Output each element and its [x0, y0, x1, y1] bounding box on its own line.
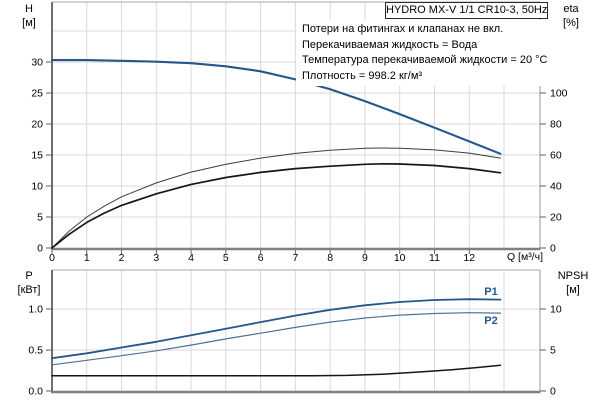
left-tick-label: 1.0	[28, 304, 43, 316]
x-tick-label: 10	[394, 252, 406, 264]
x-tick-label: 2	[119, 252, 125, 264]
right-tick-label: 100	[550, 88, 568, 100]
head-axis-label: H [м]	[15, 2, 43, 30]
left-tick-label: 0	[37, 243, 43, 255]
left-tick-label: 30	[31, 57, 43, 69]
npsh-axis-label: NPSH [м]	[549, 269, 597, 297]
left-tick-label: 0.5	[28, 345, 43, 357]
left-tick-label: 15	[31, 150, 43, 162]
right-tick-label: 10	[550, 304, 562, 316]
npsh-axis-unit: [м]	[566, 284, 580, 296]
p2-curve-label: P2	[484, 315, 498, 327]
head-axis-unit: [м]	[22, 17, 36, 29]
annotation-line: Температура перекачиваемой жидкости = 20…	[302, 54, 548, 66]
power-axis-name: P	[25, 270, 33, 282]
x-tick-label: 5	[223, 252, 229, 264]
x-tick-label: 11	[429, 252, 440, 264]
x-tick-label: 12	[463, 252, 475, 264]
eta-axis-label: eta [%]	[553, 2, 589, 30]
eta-axis-name: eta	[563, 3, 579, 15]
x-tick-label: 4	[188, 252, 194, 264]
x-tick-label: 6	[258, 252, 264, 264]
P1-curve	[51, 298, 502, 360]
eta-pump-curve	[51, 147, 501, 249]
x-tick-label: 0	[49, 252, 55, 264]
right-tick-label: 5	[550, 345, 556, 357]
right-tick-label: 40	[550, 181, 562, 193]
left-tick-label: 5	[37, 212, 43, 224]
head-axis-name: H	[25, 3, 33, 15]
left-tick-label: 25	[31, 88, 43, 100]
right-tick-label: 20	[550, 212, 562, 224]
left-tick-label: 0.0	[28, 386, 43, 398]
right-tick-label: 0	[550, 386, 556, 398]
annotation-line: Потери на фитингах и клапанах не вкл.	[302, 23, 504, 35]
p1-curve-label: P1	[484, 286, 498, 298]
annotation-line: Перекачиваемая жидкость = Вода	[302, 38, 478, 51]
x-tick-label: 7	[292, 252, 298, 264]
x-tick-label: 3	[153, 252, 159, 264]
eta-axis-unit: [%]	[563, 17, 579, 29]
chart-title: HYDRO MX-V 1/1 CR10-3, 50Hz	[385, 2, 548, 19]
annotation-line: Плотность = 998.2 кг/м³	[302, 69, 423, 82]
eta-pump-motor-curve	[51, 162, 502, 249]
H-curve	[50, 59, 502, 155]
x-tick-label: 8	[327, 252, 333, 264]
power-axis-unit: [кВт]	[17, 284, 41, 296]
P2-curve	[51, 312, 502, 366]
annotation-block: Потери на фитингах и клапанах не вкл. Пе…	[296, 20, 549, 86]
right-tick-label: 60	[550, 150, 562, 162]
right-tick-label: 0	[550, 243, 556, 255]
power-npsh-chart: 0.0 0.5 1.0 0 5 10	[28, 269, 562, 398]
x-tick-label: 1	[84, 252, 90, 264]
left-tick-label: 10	[31, 181, 43, 193]
power-axis-label: P [кВт]	[11, 269, 47, 297]
right-tick-label: 80	[550, 119, 562, 131]
x-tick-label: 9	[362, 252, 368, 264]
NPSH-curve	[51, 364, 502, 377]
flow-axis-label: Q [м³/ч]	[506, 251, 543, 263]
left-tick-label: 20	[31, 119, 43, 131]
npsh-axis-name: NPSH	[557, 270, 589, 282]
